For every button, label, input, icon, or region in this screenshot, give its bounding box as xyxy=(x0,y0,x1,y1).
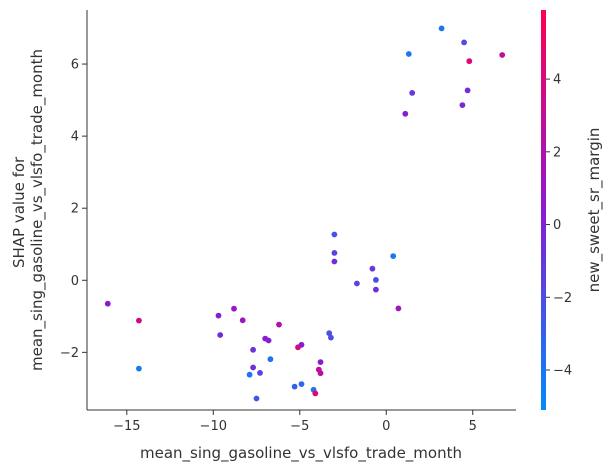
data-point xyxy=(246,371,253,378)
data-point xyxy=(438,25,445,32)
x-axis-ticks: −15 −10 −5 0 5 xyxy=(113,410,477,434)
data-point xyxy=(317,359,324,365)
data-point xyxy=(409,90,416,96)
colorbar-label: new_sweet_sr_margin xyxy=(585,128,604,293)
colorbar-tick-label: 2 xyxy=(553,145,561,160)
data-point xyxy=(395,305,402,312)
data-point xyxy=(257,370,263,376)
data-point xyxy=(250,346,256,353)
data-point xyxy=(253,395,260,402)
y-axis-label-line1: SHAP value for xyxy=(10,156,28,268)
data-point xyxy=(464,87,471,94)
x-axis-label: mean_sing_gasoline_vs_vlsfo_trade_month xyxy=(140,444,462,463)
data-point xyxy=(298,381,305,387)
y-axis-ticks: −2 0 2 4 6 xyxy=(60,58,87,361)
data-point xyxy=(466,58,473,65)
x-tick-label: −15 xyxy=(113,419,140,434)
colorbar-tick-label: −4 xyxy=(553,364,572,379)
data-point xyxy=(369,265,376,272)
data-point xyxy=(298,341,305,348)
x-tick-label: 5 xyxy=(469,419,477,434)
data-point xyxy=(331,231,338,238)
y-tick-label: 2 xyxy=(71,202,79,217)
y-tick-label: 0 xyxy=(71,274,79,289)
data-point xyxy=(461,39,467,46)
data-point xyxy=(390,253,397,259)
data-point xyxy=(276,321,282,328)
data-point xyxy=(373,277,379,283)
y-tick-label: 4 xyxy=(71,130,79,145)
scatter-points xyxy=(104,25,506,402)
data-point xyxy=(405,51,412,57)
x-tick-label: −5 xyxy=(290,419,309,434)
x-tick-label: −10 xyxy=(200,419,227,434)
data-point xyxy=(239,317,246,324)
y-axis-label-line2: mean_sing_gasoline_vs_vlsfo_trade_month xyxy=(28,49,47,371)
data-point xyxy=(354,280,360,287)
data-point xyxy=(250,364,256,371)
y-tick-label: 6 xyxy=(71,58,79,73)
data-point xyxy=(373,286,379,293)
data-point xyxy=(317,370,324,377)
data-point xyxy=(326,330,333,337)
data-point xyxy=(231,305,237,312)
data-point xyxy=(215,312,222,319)
data-point xyxy=(312,390,319,397)
colorbar-ticks: −4 −2 0 2 4 xyxy=(546,73,572,379)
data-point xyxy=(217,332,224,338)
data-point xyxy=(331,258,338,265)
data-point xyxy=(136,317,142,324)
data-point xyxy=(104,300,111,307)
colorbar-tick-label: 0 xyxy=(553,218,561,233)
colorbar-tick-label: −2 xyxy=(553,291,572,306)
data-point xyxy=(328,334,334,341)
colorbar xyxy=(541,10,546,410)
data-point xyxy=(267,356,274,363)
data-point xyxy=(136,365,142,372)
x-tick-label: 0 xyxy=(382,419,390,434)
data-point xyxy=(499,52,506,58)
y-tick-label: −2 xyxy=(60,346,79,361)
y-axis-label: SHAP value for mean_sing_gasoline_vs_vls… xyxy=(10,49,47,371)
colorbar-tick-label: 4 xyxy=(553,73,561,88)
data-point xyxy=(402,110,409,117)
data-point xyxy=(265,337,272,344)
data-point xyxy=(291,383,298,390)
data-point xyxy=(331,250,338,256)
data-point xyxy=(459,102,466,108)
